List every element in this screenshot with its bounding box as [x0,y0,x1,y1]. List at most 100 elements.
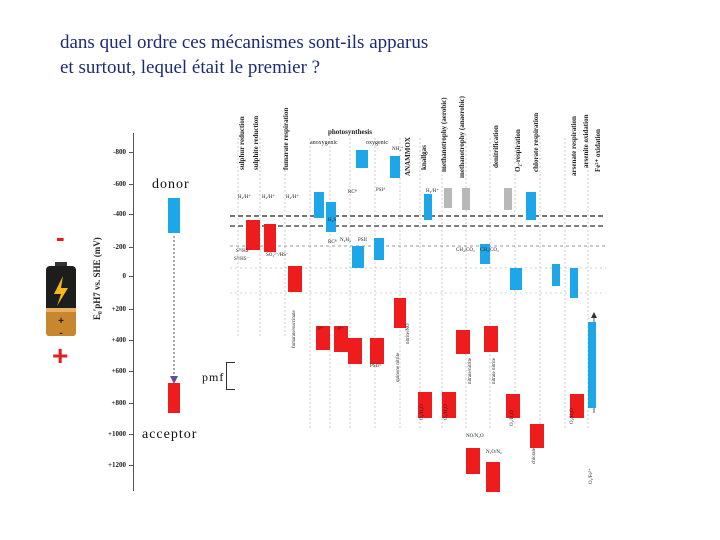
species-label: H₂/H⁺ [238,195,251,200]
scale-tick-mark [129,184,134,185]
donor-label: donor [152,177,190,192]
species-label: N₂O/N₂ [486,450,502,455]
species-label: H₂/H⁺ [286,195,299,200]
redox-bar [506,394,520,418]
species-label: S⁰/HS⁻ [236,249,252,254]
species-label: O₂/H₂O [570,408,575,424]
redox-bar [334,326,348,352]
species-label: RCᴮ [328,240,337,245]
scale-tick-label: -800 [113,148,126,156]
redox-bar [466,448,480,474]
redox-bar [462,188,470,210]
species-label: O₂/Fe³⁺ [589,468,594,484]
redox-bar [374,238,384,260]
plus-sign: + [52,340,69,371]
scale-tick-mark [129,247,134,248]
scale-tick-mark [129,309,134,310]
redox-bar [588,322,596,408]
redox-bar [246,220,260,250]
redox-bar [326,202,336,232]
redox-bar [456,330,470,354]
species-label: H₂S [328,218,337,223]
species-label: O₂/H₂O [444,404,449,420]
column-title: chlorate respiration [532,112,540,172]
redox-bar [480,244,490,264]
column-title: Fe²⁺ oxidation [594,129,602,172]
species-label: nitrate/nitrite [468,357,473,384]
scale-tick-label: -400 [113,210,126,218]
scale-tick-label: 0 [122,272,127,280]
redox-bar [418,392,432,418]
species-label: NO/N₂O [466,434,484,439]
species-label: H₂/H⁺ [426,189,439,194]
redox-bar [424,194,432,220]
redox-bar [552,264,560,286]
battery-icon: + - [44,262,78,340]
redox-bar [510,268,522,290]
species-label: PSIᴬ [376,188,386,193]
species-label: RCᴮ [348,190,357,195]
scale-tick-label: +400 [111,336,127,344]
redox-bar [442,392,456,418]
redox-bar [486,462,500,492]
species-label: CH₄/CO₂ [480,248,499,253]
redox-bar [570,268,578,298]
scale-axis [133,133,134,491]
donor-acceptor-arrow [164,236,184,386]
column-title: methanotrophy (anaerobic) [458,96,466,178]
redox-bar [316,326,330,350]
scale-tick-label: -200 [113,243,126,251]
redox-bar [530,424,544,448]
scale-tick-label: +200 [111,305,127,313]
question-text: dans quel ordre ces mécanismes sont-ils … [60,32,429,78]
redox-bar [348,338,362,364]
scale-tick-mark [129,214,134,215]
redox-bar [314,192,324,218]
scale-tick-mark [129,371,134,372]
species-label: N₂H₄ [340,238,351,243]
photosynthesis-header: photosynthesis [328,128,372,136]
redox-tower-panel: photosynthesis anoxygenic oxygenic ANAMM… [230,96,608,492]
column-title: arsenate respiration [570,116,578,176]
scale-tick-mark [129,276,134,277]
column-title: denitrification [492,125,500,168]
redox-bar [370,338,384,364]
species-label: fumarate/succinate [292,310,297,348]
species-label: PSII [358,238,367,243]
pmf-label: pmf [202,370,225,384]
column-title: O₂-respiration [514,129,522,172]
column-title: arsenite oxidation [582,114,590,168]
species-label: quinone nitrite [396,352,401,382]
acceptor-label: acceptor [142,427,198,442]
column-title: sulphur reduction [238,116,246,170]
redox-bar [504,188,512,210]
species-label: H₂/H⁺ [262,195,275,200]
svg-text:-: - [59,328,62,339]
scale-tick-label: +600 [111,367,127,375]
redox-bar [288,266,302,292]
scale-tick-label: +800 [111,399,127,407]
redox-bar [444,188,452,208]
scale-tick-mark [129,465,134,466]
scale-tick-label: +1200 [108,461,126,469]
pmf-bracket [226,362,235,390]
scale-tick-label: +1000 [108,430,126,438]
species-label: nitrate nitrite [492,358,497,384]
redox-bar [352,246,364,268]
species-label: CH₄/CO₂ [456,248,475,253]
column-title: fumarate respiration [282,107,290,170]
redox-bar [390,156,400,178]
acceptor-bar [168,383,180,413]
anammox-header: ANAMMOX [404,137,412,176]
species-label: P⁺ [338,327,344,332]
oxygenic-header: oxygenic [366,140,388,146]
species-label: PSIIᴬ [370,364,382,369]
column-title: sulphite reduction [252,115,260,170]
species-label: NH₄⁺ [392,147,404,152]
redox-bar [526,192,536,220]
scale-tick-mark [129,403,134,404]
species-label: nitrite/NO [406,323,411,344]
redox-bar [356,150,368,168]
minus-sign: - [56,222,65,252]
species-label: O₂/H₂O [420,404,425,420]
